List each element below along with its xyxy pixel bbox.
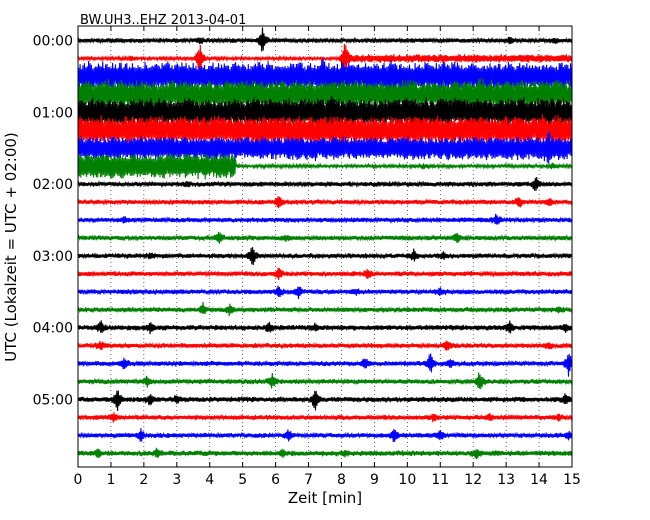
y-tick-label: 03:00 <box>33 249 73 265</box>
x-tick-label: 9 <box>370 472 379 488</box>
plot-frame <box>77 25 573 468</box>
x-tick-label: 6 <box>271 472 280 488</box>
trace-0045 <box>78 77 572 111</box>
x-tick-label: 2 <box>139 472 148 488</box>
chart-title: BW.UH3..EHZ 2013-04-01 <box>80 13 246 28</box>
trace-0215 <box>78 196 572 209</box>
x-tick-label: 11 <box>431 472 449 488</box>
trace-0315 <box>78 267 572 280</box>
trace-0030 <box>78 58 572 94</box>
y-tick-label: 05:00 <box>33 393 73 409</box>
trace-0300 <box>78 247 572 266</box>
y-axis-label: UTC (Lokalzeit = UTC + 02:00) <box>2 132 20 362</box>
trace-0245 <box>78 231 572 244</box>
y-tick-label: 02:00 <box>33 177 73 193</box>
trace-0100 <box>78 95 572 128</box>
x-tick-label: 8 <box>337 472 346 488</box>
trace-0330 <box>78 285 572 300</box>
trace-0130 <box>78 130 572 164</box>
trace-0445 <box>78 372 572 390</box>
trace-0515 <box>78 412 572 423</box>
y-tick-label: 04:00 <box>33 321 73 337</box>
trace-0200 <box>78 177 572 191</box>
trace-0015 <box>78 43 572 75</box>
trace-0145 <box>78 153 572 180</box>
y-axis: 00:00 01:00 02:00 03:00 04:00 05:00 <box>33 34 572 409</box>
x-tick-label: 1 <box>106 472 115 488</box>
x-axis: 0 1 2 3 4 5 6 7 8 9 10 11 12 13 14 15 <box>74 26 581 488</box>
x-tick-label: 12 <box>464 472 482 488</box>
x-axis-label: Zeit [min] <box>288 489 362 507</box>
trace-0530 <box>78 428 572 443</box>
x-tick-label: 3 <box>172 472 181 488</box>
trace-0545 <box>78 447 572 460</box>
trace-0500 <box>78 390 572 411</box>
trace-lines <box>78 27 572 460</box>
trace-0345 <box>78 301 572 317</box>
grid-lines <box>110 26 540 467</box>
trace-0415 <box>78 340 572 351</box>
x-tick-label: 4 <box>205 472 214 488</box>
y-tick-label: 01:00 <box>33 105 73 121</box>
trace-0230 <box>78 213 572 225</box>
x-tick-label: 7 <box>304 472 313 488</box>
trace-0430 <box>78 353 572 377</box>
x-tick-label: 10 <box>398 472 416 488</box>
x-tick-label: 15 <box>563 472 581 488</box>
x-tick-label: 14 <box>530 472 548 488</box>
y-tick-label: 00:00 <box>33 34 73 50</box>
x-tick-label: 5 <box>238 472 247 488</box>
x-tick-label: 13 <box>497 472 515 488</box>
trace-0115 <box>78 114 572 147</box>
trace-0000 <box>78 27 572 52</box>
x-tick-label: 0 <box>74 472 83 488</box>
trace-0400 <box>78 320 572 335</box>
